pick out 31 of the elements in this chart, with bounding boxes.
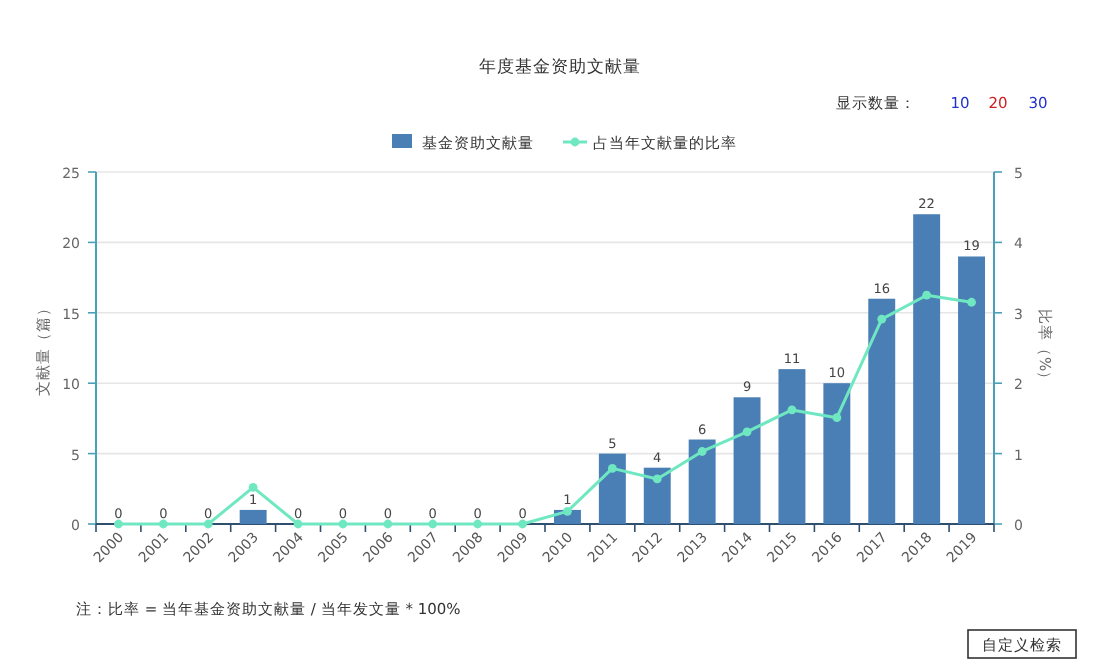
point bbox=[787, 405, 797, 415]
point bbox=[652, 474, 662, 484]
point bbox=[383, 519, 393, 529]
bar bbox=[778, 369, 806, 524]
point bbox=[697, 447, 707, 456]
point bbox=[922, 290, 932, 300]
point bbox=[877, 314, 887, 324]
bar bbox=[958, 256, 986, 524]
bar bbox=[733, 397, 761, 524]
point bbox=[158, 519, 168, 529]
point bbox=[114, 519, 123, 529]
point bbox=[518, 519, 527, 529]
bar bbox=[913, 214, 941, 524]
bar bbox=[868, 298, 896, 524]
bar bbox=[688, 439, 716, 524]
point bbox=[428, 519, 438, 529]
point bbox=[473, 519, 483, 529]
point bbox=[563, 506, 572, 516]
point bbox=[967, 297, 976, 307]
point bbox=[248, 482, 258, 492]
point bbox=[338, 519, 348, 529]
point bbox=[742, 427, 752, 437]
bar bbox=[643, 467, 671, 524]
point bbox=[832, 413, 842, 423]
bar bbox=[598, 453, 626, 524]
chart-title: 年度基金资助文献量 bbox=[479, 56, 641, 78]
bar bbox=[239, 509, 267, 524]
point bbox=[293, 519, 303, 529]
point bbox=[203, 519, 213, 529]
point bbox=[607, 463, 617, 473]
bar bbox=[823, 383, 851, 524]
